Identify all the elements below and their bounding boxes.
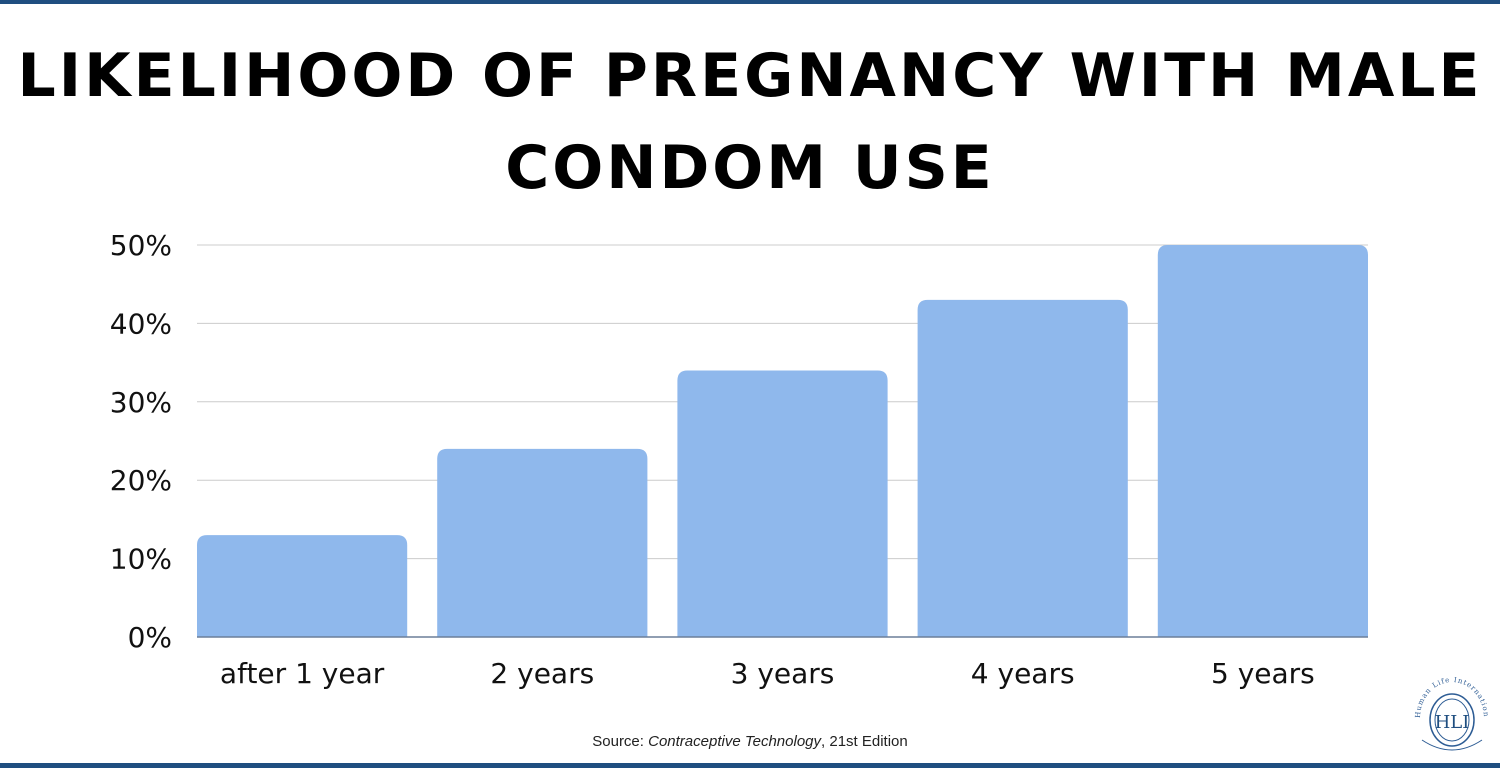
x-tick-label: 5 years [1211,657,1315,690]
y-tick-label: 20% [110,464,172,497]
bar [437,448,648,637]
top-border [0,0,1500,4]
svg-text:Human Life International: Human Life International [1408,660,1490,718]
y-tick-label: 0% [128,621,172,654]
logo-text: Human Life International [1408,660,1489,718]
logo-initials: HLI [1435,712,1470,733]
source-prefix: Source: [592,733,649,750]
hli-logo: Human Life International HLI [1408,660,1490,751]
x-tick-label: after 1 year [220,657,385,690]
x-tick-label: 3 years [731,657,835,690]
x-tick-label: 4 years [971,657,1075,690]
bar [1157,245,1368,637]
source-suffix: , 21st Edition [821,733,908,750]
source-work: Contraceptive Technology [648,733,822,750]
chart-title: Likelihood of Pregnancy with Male Condom… [17,41,1483,203]
source-note: Source: Contraceptive Technology, 21st E… [0,733,1500,750]
y-tick-label: 30% [110,386,172,419]
bar [677,370,888,637]
y-tick-label: 40% [110,307,172,340]
bottom-border [0,763,1500,768]
y-tick-label: 50% [110,229,172,262]
bar [197,535,408,637]
y-tick-label: 10% [110,543,172,576]
bar [917,299,1128,637]
x-tick-label: 2 years [490,657,594,690]
